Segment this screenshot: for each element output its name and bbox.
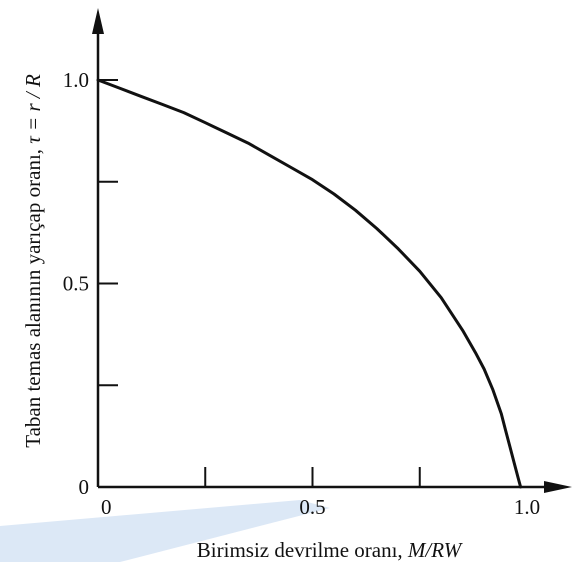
y-axis-title-text: Taban temas alanının yarıçap oranı, — [21, 144, 45, 448]
x-tick-label: 0 — [101, 495, 112, 519]
x-axis-arrowhead — [544, 481, 572, 493]
x-tick-label: 1.0 — [514, 495, 540, 519]
y-axis-title: Taban temas alanının yarıçap oranı, τ = … — [21, 74, 45, 448]
y-axis-title-math: τ = r / R — [21, 74, 45, 144]
y-tick-label: 1.0 — [63, 68, 89, 92]
series-line — [96, 78, 523, 489]
axes — [92, 8, 572, 493]
x-axis-title: Birimsiz devrilme oranı, M/RW — [197, 538, 464, 562]
y-tick-label: 0.5 — [63, 272, 89, 296]
x-axis-title-text: Birimsiz devrilme oranı, — [197, 538, 408, 562]
x-tick-label: 0.5 — [299, 495, 325, 519]
series — [96, 78, 523, 489]
tick-marks — [98, 79, 421, 487]
y-axis-arrowhead — [92, 8, 104, 34]
y-tick-label: 0 — [79, 475, 90, 499]
watermark-shape — [0, 500, 330, 562]
x-axis-title-math: M/RW — [407, 538, 464, 562]
watermark-band — [0, 500, 330, 562]
tick-labels: 0 0.5 1.0 0 0.5 1.0 — [63, 68, 540, 519]
